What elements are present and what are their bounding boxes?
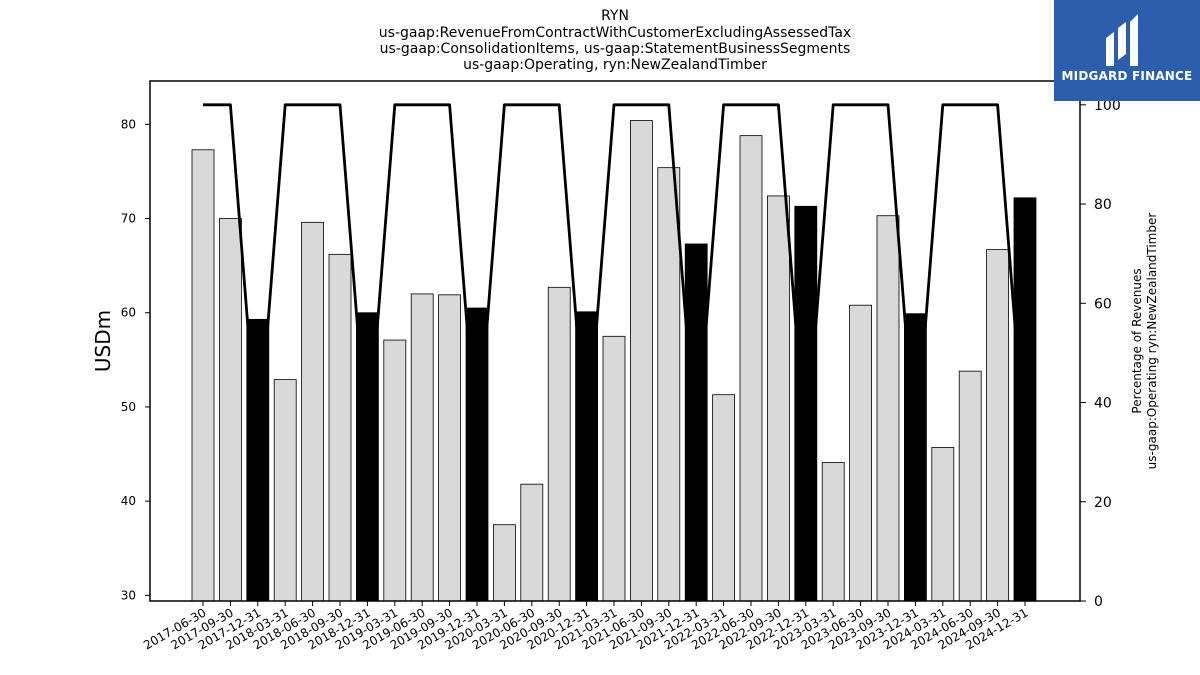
y-tick-label-70: 70 [121,212,136,226]
y-right-tick-label-20: 20 [1094,495,1112,511]
y-axis-label-right-line-1: Percentage of Revenues [1130,268,1144,413]
bar-2024-09-30 [986,249,1009,602]
bar-2020-09-30 [547,286,571,602]
y-axis-label-right-line-2: us-gaap:Operating ryn:NewZealandTimber [1145,213,1159,470]
bar-2021-12-31 [684,243,708,602]
bar-2022-12-31 [794,205,818,602]
bar-2020-06-30 [520,483,544,602]
percentage-line-group [203,103,1027,454]
logo-text: MIDGARD FINANCE [1061,69,1193,83]
bar-2024-06-30 [958,370,982,602]
y-tick-label-60: 60 [121,306,136,320]
title-line-3: us-gaap:ConsolidationItems, us-gaap:Stat… [380,41,851,57]
bar-2019-09-30 [438,294,462,602]
title-line-1: RYN [601,8,629,24]
y-right-tick-label-80: 80 [1094,197,1112,213]
y-tick-label-50: 50 [121,400,136,414]
title-line-4: us-gaap:Operating, ryn:NewZealandTimber [463,57,767,73]
brand-logo: MIDGARD FINANCE [1054,0,1200,101]
bar-2018-09-30 [328,253,352,602]
y-axis-left: 30 40 50 60 70 80 [121,117,150,602]
bar-2024-12-31 [1013,197,1037,602]
bar-2021-09-30 [657,167,681,602]
chart-title: RYN us-gaap:RevenueFromContractWithCusto… [379,8,851,73]
y-axis-right: 0 20 40 60 80 100 [1080,98,1121,610]
bar-2017-06-30 [191,149,215,602]
bar-2018-03-31 [273,379,297,602]
bar-2022-06-30 [739,135,763,602]
y-right-tick-label-40: 40 [1094,396,1112,412]
y-tick-label-40: 40 [121,494,136,508]
plot-frame [149,80,1081,602]
bar-2024-03-31 [931,447,955,602]
bar-2021-03-31 [602,335,626,602]
bar-2018-06-30 [301,221,325,602]
bar-2019-03-31 [383,339,407,602]
bar-2022-09-30 [767,195,790,602]
x-axis: 2017-06-302017-09-302017-12-312018-03-31… [141,601,1031,652]
y-tick-label-30: 30 [121,588,136,602]
y-right-tick-label-60: 60 [1094,296,1112,312]
y-axis-label-left: USDm [91,310,115,372]
y-right-tick-label-100: 100 [1094,98,1121,114]
y-right-tick-label-0: 0 [1094,594,1103,610]
bar-2023-03-31 [821,462,845,602]
title-line-2: us-gaap:RevenueFromContractWithCustomerE… [379,25,851,41]
y-tick-label-80: 80 [121,117,136,131]
bar-2023-06-30 [849,304,872,602]
bar-2023-09-30 [876,215,900,602]
percentage-line [203,103,1027,454]
bar-2022-03-31 [712,394,735,602]
bar-2017-09-30 [218,218,242,602]
logo-mark-icon [1106,14,1138,66]
bar-2021-06-30 [630,120,653,602]
bar-2019-06-30 [410,293,434,602]
bar-2020-03-31 [492,524,516,602]
